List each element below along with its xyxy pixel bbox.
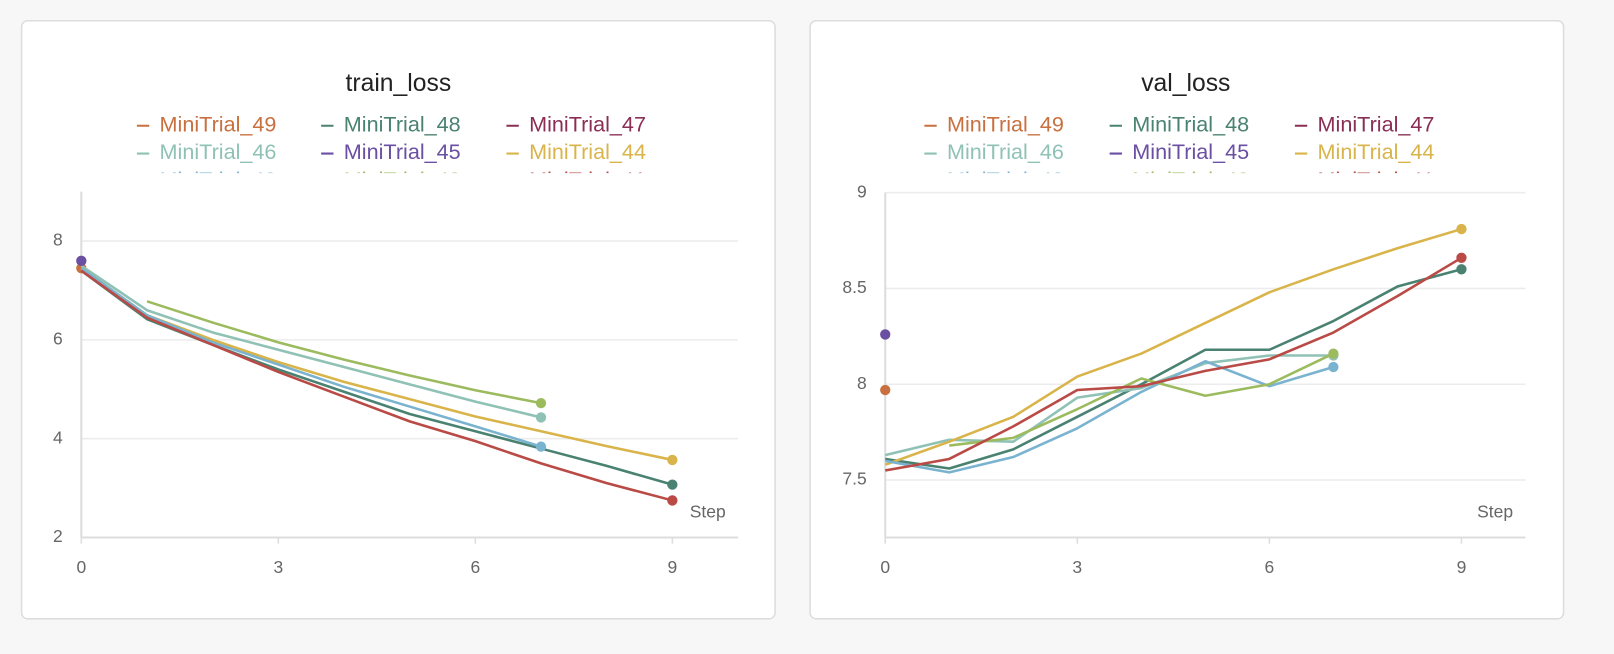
end-point xyxy=(535,397,547,409)
legend-label: MiniTrial_49 xyxy=(160,111,277,136)
legend-label: MiniTrial_46 xyxy=(947,139,1064,164)
series-line xyxy=(80,269,673,502)
chart-title: train_loss xyxy=(346,70,452,97)
end-point xyxy=(76,255,87,266)
end-point xyxy=(880,384,891,396)
series-line xyxy=(885,256,1463,472)
legend-label: MiniTrial_49 xyxy=(947,111,1064,136)
x-tick-label: 0 xyxy=(880,557,890,577)
legend-label: MiniTrial_48 xyxy=(344,111,461,136)
legend-label: MiniTrial_45 xyxy=(1132,139,1249,164)
x-tick-label: 3 xyxy=(273,557,283,577)
x-tick-label: 9 xyxy=(1457,557,1467,577)
x-tick-label: 6 xyxy=(470,557,480,577)
end-point xyxy=(1456,223,1467,235)
legend-label: MiniTrial_43 xyxy=(947,167,1064,192)
legend-label: MiniTrial_44 xyxy=(1318,139,1435,164)
y-tick-label: 4 xyxy=(53,427,63,447)
legend-label: MiniTrial_42 xyxy=(344,167,461,192)
end-point xyxy=(535,441,547,452)
series-line xyxy=(80,267,542,448)
x-tick-label: 0 xyxy=(76,557,86,577)
legend-label: MiniTrial_42 xyxy=(1132,167,1249,192)
x-tick-label: 3 xyxy=(1072,557,1082,577)
series-line xyxy=(885,268,1462,470)
end-point xyxy=(667,495,678,506)
end-point xyxy=(880,329,891,340)
x-tick-label: 6 xyxy=(1265,557,1275,577)
legend-label: MiniTrial_47 xyxy=(529,111,646,136)
series-line xyxy=(146,300,542,405)
y-tick-label: 8 xyxy=(53,230,63,250)
series-line xyxy=(885,359,1334,474)
series-line xyxy=(949,352,1334,447)
end-point xyxy=(667,479,678,490)
legend-label: MiniTrial_43 xyxy=(160,167,277,192)
legend-label: MiniTrial_47 xyxy=(1318,111,1435,136)
legend-label: MiniTrial_41 xyxy=(529,167,646,192)
legend-label: MiniTrial_46 xyxy=(160,139,277,164)
y-tick-label: 8.5 xyxy=(842,277,866,297)
legend-label: MiniTrial_44 xyxy=(529,139,646,164)
legend-label: MiniTrial_41 xyxy=(1318,167,1435,192)
end-point xyxy=(667,454,678,466)
x-axis-label: Step xyxy=(690,501,726,521)
panel xyxy=(20,20,776,620)
y-tick-label: 9 xyxy=(857,181,867,201)
legend-label: MiniTrial_48 xyxy=(1132,111,1249,136)
x-tick-label: 9 xyxy=(667,557,677,577)
legend-label: MiniTrial_45 xyxy=(344,139,461,164)
y-tick-label: 7.5 xyxy=(842,469,866,489)
x-axis-label: Step xyxy=(1477,501,1513,521)
y-tick-label: 6 xyxy=(53,328,63,348)
y-tick-label: 2 xyxy=(53,526,63,546)
series-line xyxy=(80,264,542,419)
series-line xyxy=(884,227,1462,466)
legend: MiniTrial_49 MiniTrial_48 MiniTrial_47 Mini… xyxy=(924,111,1435,192)
legend: MiniTrial_49 MiniTrial_48 MiniTrial_47 Mini… xyxy=(136,111,646,192)
y-tick-label: 8 xyxy=(857,373,867,393)
end-point xyxy=(1456,264,1467,275)
end-point xyxy=(1328,361,1339,373)
end-point xyxy=(1456,252,1467,263)
chart-title: val_loss xyxy=(1141,70,1230,97)
end-point xyxy=(1328,348,1339,359)
panel xyxy=(809,20,1565,620)
end-point xyxy=(535,412,547,423)
